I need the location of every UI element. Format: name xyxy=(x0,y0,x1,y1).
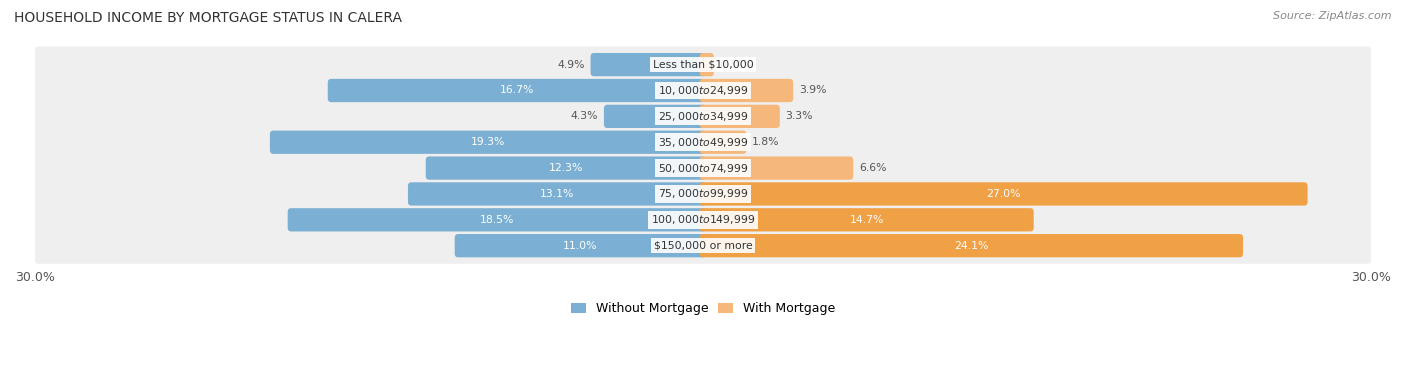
FancyBboxPatch shape xyxy=(328,79,706,102)
FancyBboxPatch shape xyxy=(605,105,706,128)
FancyBboxPatch shape xyxy=(700,130,747,154)
FancyBboxPatch shape xyxy=(700,105,780,128)
Text: 0.34%: 0.34% xyxy=(720,60,754,70)
Text: Source: ZipAtlas.com: Source: ZipAtlas.com xyxy=(1274,11,1392,21)
FancyBboxPatch shape xyxy=(700,53,714,76)
FancyBboxPatch shape xyxy=(34,150,1372,186)
Text: 11.0%: 11.0% xyxy=(564,241,598,251)
Text: 16.7%: 16.7% xyxy=(501,85,534,96)
Text: 12.3%: 12.3% xyxy=(548,163,583,173)
FancyBboxPatch shape xyxy=(700,208,1033,231)
FancyBboxPatch shape xyxy=(426,156,706,180)
FancyBboxPatch shape xyxy=(34,73,1372,108)
Text: HOUSEHOLD INCOME BY MORTGAGE STATUS IN CALERA: HOUSEHOLD INCOME BY MORTGAGE STATUS IN C… xyxy=(14,11,402,25)
FancyBboxPatch shape xyxy=(34,202,1372,238)
FancyBboxPatch shape xyxy=(454,234,706,257)
Text: 19.3%: 19.3% xyxy=(471,137,505,147)
Text: 24.1%: 24.1% xyxy=(955,241,988,251)
Text: 27.0%: 27.0% xyxy=(987,189,1021,199)
FancyBboxPatch shape xyxy=(700,156,853,180)
FancyBboxPatch shape xyxy=(700,79,793,102)
Text: 3.3%: 3.3% xyxy=(786,112,813,121)
FancyBboxPatch shape xyxy=(700,182,1308,206)
Text: 18.5%: 18.5% xyxy=(479,215,515,225)
Text: $35,000 to $49,999: $35,000 to $49,999 xyxy=(658,136,748,149)
FancyBboxPatch shape xyxy=(34,176,1372,212)
FancyBboxPatch shape xyxy=(408,182,706,206)
Text: $10,000 to $24,999: $10,000 to $24,999 xyxy=(658,84,748,97)
FancyBboxPatch shape xyxy=(700,234,1243,257)
Text: $150,000 or more: $150,000 or more xyxy=(654,241,752,251)
Text: 4.9%: 4.9% xyxy=(557,60,585,70)
FancyBboxPatch shape xyxy=(34,124,1372,160)
FancyBboxPatch shape xyxy=(288,208,706,231)
Text: 1.8%: 1.8% xyxy=(752,137,779,147)
Text: 3.9%: 3.9% xyxy=(799,85,827,96)
Text: 14.7%: 14.7% xyxy=(849,215,884,225)
Text: $75,000 to $99,999: $75,000 to $99,999 xyxy=(658,187,748,200)
Text: 4.3%: 4.3% xyxy=(571,112,599,121)
Text: 13.1%: 13.1% xyxy=(540,189,574,199)
Text: $25,000 to $34,999: $25,000 to $34,999 xyxy=(658,110,748,123)
Text: $50,000 to $74,999: $50,000 to $74,999 xyxy=(658,161,748,175)
FancyBboxPatch shape xyxy=(34,46,1372,83)
Text: Less than $10,000: Less than $10,000 xyxy=(652,60,754,70)
Text: $100,000 to $149,999: $100,000 to $149,999 xyxy=(651,213,755,226)
FancyBboxPatch shape xyxy=(34,98,1372,135)
FancyBboxPatch shape xyxy=(34,228,1372,264)
Legend: Without Mortgage, With Mortgage: Without Mortgage, With Mortgage xyxy=(565,297,841,321)
FancyBboxPatch shape xyxy=(591,53,706,76)
FancyBboxPatch shape xyxy=(270,130,706,154)
Text: 6.6%: 6.6% xyxy=(859,163,886,173)
